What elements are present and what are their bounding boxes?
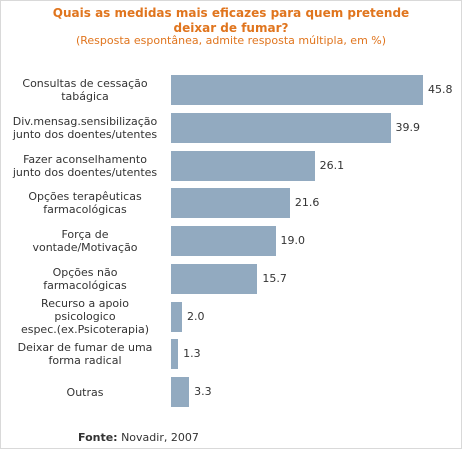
bar bbox=[171, 377, 190, 407]
value-label: 2.0 bbox=[187, 309, 205, 323]
chart-title-line: deixar de fumar? bbox=[173, 21, 289, 35]
chart-title-line: Quais as medidas mais eficazes para quem… bbox=[52, 6, 410, 20]
category-label: Recurso a apoio psicologico espec.(ex.Psic… bbox=[6, 297, 164, 336]
category-label: Fazer aconselhamento junto dos doentes/ut… bbox=[6, 153, 164, 179]
category-label: Força de vontade/Motivação bbox=[6, 228, 164, 254]
category-label-line: Consultas de cessação bbox=[22, 77, 148, 90]
bar bbox=[171, 226, 276, 256]
category-label-line: Opções terapêuticas bbox=[28, 190, 142, 204]
bar bbox=[171, 112, 391, 143]
category-label-line: espec.(ex.Psicoterapia) bbox=[20, 323, 150, 336]
category-label-line: farmacológicas bbox=[43, 278, 127, 292]
category-label-line: vontade/Motivação bbox=[32, 241, 138, 254]
category-label: Outras bbox=[6, 386, 164, 399]
value-label: 26.1 bbox=[319, 158, 345, 172]
category-label-line: tabágica bbox=[61, 90, 109, 103]
category-label-line: psicologico bbox=[54, 310, 116, 323]
chart-subtitle: (Resposta espontânea, admite resposta mú… bbox=[75, 34, 387, 47]
category-label-line: Recurso a apoio bbox=[41, 297, 129, 310]
value-label: 19.0 bbox=[280, 234, 306, 247]
source-note: Fonte: Novadir, 2007 bbox=[78, 431, 199, 445]
category-label: Deixar de fumar de uma forma radical bbox=[6, 341, 164, 367]
category-label-line: farmacológicas bbox=[43, 203, 127, 217]
bar bbox=[171, 301, 182, 332]
category-label-line: Deixar de fumar de uma bbox=[17, 341, 153, 355]
value-label: 15.7 bbox=[262, 271, 287, 285]
bar bbox=[171, 188, 290, 219]
category-label: Consultas de cessação tabágica bbox=[6, 77, 164, 103]
category-label-line: Outras bbox=[66, 385, 104, 399]
source-text: Novadir, 2007 bbox=[117, 431, 199, 444]
bar bbox=[171, 263, 258, 294]
category-label-line: Opções não bbox=[52, 265, 118, 279]
category-label: Opções não farmacológicas bbox=[6, 266, 164, 292]
category-label-line: Fazer aconselhamento bbox=[23, 152, 147, 166]
value-label: 1.3 bbox=[183, 347, 201, 361]
value-label: 39.9 bbox=[395, 120, 421, 134]
category-label-line: forma radical bbox=[48, 354, 122, 368]
category-label-line: junto dos doentes/utentes bbox=[12, 127, 158, 141]
bar bbox=[171, 339, 179, 370]
value-label: 21.6 bbox=[294, 196, 320, 210]
category-label-line: Div.mensag.sensibilização bbox=[12, 114, 158, 128]
bar bbox=[171, 150, 315, 181]
value-label: 45.8 bbox=[428, 83, 453, 96]
category-label: Opções terapêuticas farmacológicas bbox=[6, 190, 164, 216]
category-label: Div.mensag.sensibilização junto dos doent… bbox=[6, 115, 164, 141]
bar bbox=[171, 75, 423, 105]
value-label: 3.3 bbox=[194, 385, 212, 398]
source-label: Fonte: bbox=[78, 431, 118, 444]
category-label-line: Força de bbox=[61, 228, 109, 241]
category-label-line: junto dos doentes/utentes bbox=[12, 165, 158, 179]
